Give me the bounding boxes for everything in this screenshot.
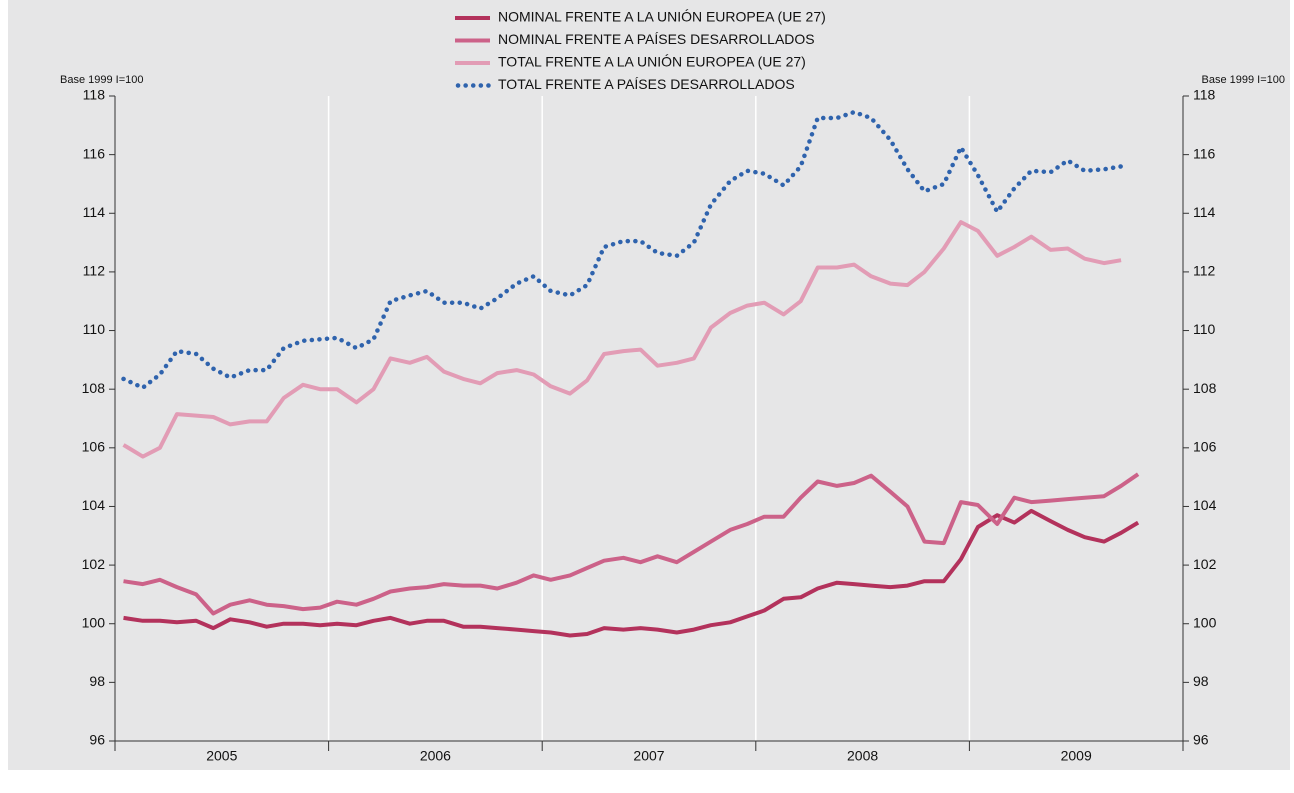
y-tick-label: 116: [83, 145, 106, 161]
series-line: [121, 109, 1124, 390]
series-line: [123, 472, 1140, 616]
y2-tick-label: 106: [1193, 439, 1217, 455]
legend-label: TOTAL FRENTE A PAÍSES DESARROLLADOS: [498, 76, 795, 92]
background: [8, 0, 1290, 770]
y2-tick-label: 98: [1193, 673, 1209, 689]
legend-label: NOMINAL FRENTE A PAÍSES DESARROLLADOS: [498, 31, 815, 47]
y2-axis-label: Base 1999 I=100: [1202, 74, 1286, 86]
legend-label: NOMINAL FRENTE A LA UNIÓN EUROPEA (UE 27…: [498, 9, 826, 25]
y-tick-label: 118: [83, 87, 106, 103]
y-tick-label: 100: [82, 614, 106, 630]
y-tick-label: 98: [89, 673, 105, 689]
y-tick-label: 96: [89, 732, 105, 748]
y2-tick-label: 116: [1193, 145, 1216, 161]
y2-tick-label: 96: [1193, 732, 1209, 748]
y2-tick-label: 108: [1193, 380, 1217, 396]
y-tick-label: 102: [82, 556, 106, 572]
y2-tick-label: 118: [1193, 87, 1216, 103]
x-tick-label: 2008: [847, 748, 878, 764]
y-tick-label: 112: [83, 263, 106, 279]
y2-tick-label: 102: [1193, 556, 1217, 572]
x-tick-label: 2006: [420, 748, 451, 764]
y2-tick-label: 114: [1193, 204, 1216, 220]
y2-tick-label: 110: [1193, 321, 1216, 337]
x-tick-label: 2007: [633, 748, 664, 764]
y2-tick-label: 100: [1193, 614, 1217, 630]
y-tick-label: 114: [83, 204, 106, 220]
x-tick-label: 2005: [206, 748, 237, 764]
series-line: [122, 220, 1122, 459]
y2-tick-label: 104: [1193, 497, 1217, 513]
x-tick-label: 2009: [1061, 748, 1092, 764]
y-tick-label: 110: [83, 321, 106, 337]
y-tick-label: 106: [82, 439, 106, 455]
y-tick-label: 108: [82, 380, 106, 396]
y-tick-label: 104: [82, 497, 106, 513]
y-axis-label: Base 1999 I=100: [60, 74, 144, 86]
series-line: [123, 508, 1140, 638]
y2-tick-label: 112: [1193, 263, 1216, 279]
legend-label: TOTAL FRENTE A LA UNIÓN EUROPEA (UE 27): [498, 54, 806, 70]
